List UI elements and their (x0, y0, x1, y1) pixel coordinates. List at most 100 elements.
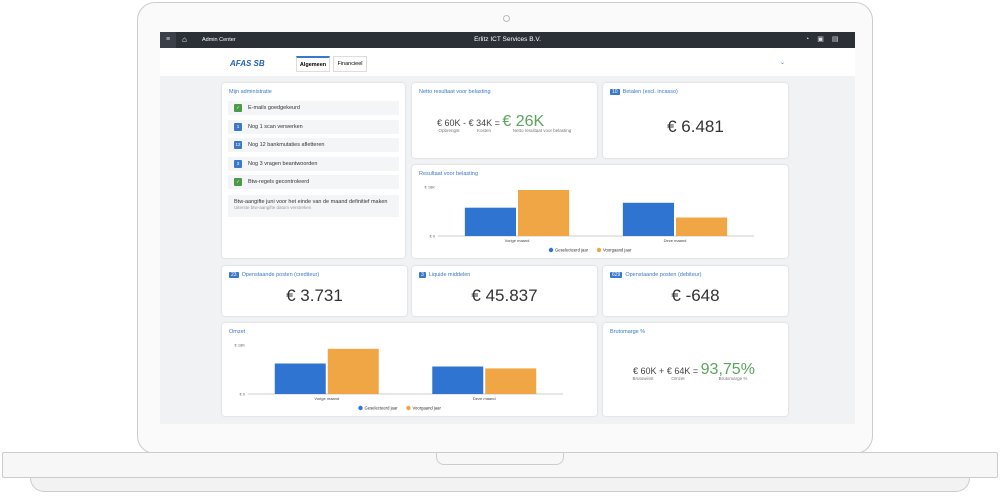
kpi-card: 23 Openstaande posten (crediteur) € 3.731 (222, 266, 407, 316)
op: = (692, 366, 699, 376)
netto-card: Netto resultaat voor belasting € 60K - €… (412, 83, 597, 158)
legend-label: Geselecteerd jaar (365, 406, 399, 411)
result: 93,75% (700, 361, 755, 378)
item-icon: 3 (234, 159, 242, 168)
x-tick-label: Vorige maand (505, 238, 530, 243)
y-tick-label: € 0 (429, 234, 435, 239)
bar (622, 202, 674, 236)
badge: 629 (610, 272, 623, 278)
legend-marker (596, 247, 602, 253)
legend-marker (358, 405, 363, 411)
item-text: Nog 12 bankmutaties afletteren (248, 142, 325, 148)
item-text: E-mails goedgekeurd (248, 105, 300, 111)
kpi-card: 629 Openstaande posten (debiteur) € -648 (603, 266, 788, 316)
item-text: Btw-regels gecontroleerd (248, 179, 310, 185)
item-text: Nog 1 scan verwerken (248, 123, 303, 130)
legend-marker (406, 405, 411, 411)
laptop-base (2, 452, 998, 478)
admin-card: Mijn administratie ✓ E-mails goedgekeurd 1… (222, 83, 405, 258)
tab[interactable]: Financieel (333, 56, 367, 72)
equation: € 60K + € 64K = 93,75% (633, 361, 755, 379)
header (160, 48, 855, 76)
title: Betalen (excl. incasso) (622, 89, 678, 95)
card-title: Omzet (229, 329, 246, 335)
task-text: Btw-aangifte juni voor het einde van de … (234, 199, 388, 205)
x-tick-label: Deze maand (473, 396, 496, 401)
amount: € 64K (666, 366, 691, 376)
kpi-value: € 45.837 (471, 286, 538, 305)
op: = (494, 118, 500, 128)
top-icons[interactable]: ◔▣▤ (805, 36, 847, 43)
bruto-card: Brutomarge % € 60K + € 64K = 93,75% Brut… (603, 323, 788, 416)
item-icon: ✓ (234, 178, 242, 186)
badge: 23 (229, 272, 239, 278)
card-title: 10 Betalen (excl. incasso) (610, 89, 678, 95)
menu-icon[interactable]: ≡ (160, 32, 176, 48)
chart-card: Omzet € 0 € 18K Vorige maand Deze maand Gese… (222, 323, 597, 416)
label: Brutowinst (632, 376, 654, 381)
y-tick-label: € 18K (425, 185, 436, 190)
badge: 3 (419, 272, 426, 278)
card-title: Brutomarge % (610, 329, 646, 335)
card-title: Netto resultaat voor belasting (419, 89, 491, 95)
tab[interactable]: Algemeen (296, 56, 330, 72)
topbar (160, 32, 855, 48)
legend-label: Voorgaand jaar (603, 248, 632, 253)
card-title: 3 Liquide middelen (419, 272, 470, 278)
badge: 10 (610, 89, 620, 95)
laptop-foot (30, 478, 970, 492)
x-tick-label: Vorige maand (314, 396, 339, 401)
task-sub: Uiterste btw-aangifte datum verstreken (234, 205, 312, 210)
legend-label: Voorgaand jaar (413, 406, 442, 411)
item-icon: ✓ (234, 104, 242, 112)
bar (485, 368, 537, 394)
card-title: Resultaat voor belasting (419, 171, 479, 177)
amount: € 60K (633, 366, 657, 376)
title: Openstaande posten (crediteur) (241, 272, 320, 278)
y-tick-label: € 0 (239, 392, 245, 397)
item-icon: 1 (234, 122, 242, 131)
screen: ≡ ⌂ Admin Center Erlitz ICT Services B.V… (160, 32, 855, 424)
bar (464, 207, 516, 236)
collapse[interactable]: ⌄ (780, 60, 786, 66)
bar (327, 348, 379, 394)
label: Kosten (476, 128, 491, 133)
amount: € 60K (437, 118, 461, 128)
equation: € 60K - € 34K = € 26K (437, 113, 544, 131)
bar (432, 366, 484, 394)
label: Opbrengst (438, 128, 460, 133)
item-icon: 12 (234, 141, 242, 149)
todo-item[interactable]: ✓ E-mails goedgekeurd (228, 101, 399, 115)
bar (274, 363, 326, 394)
label: Netto resultaat voor belasting (512, 128, 572, 133)
title: Liquide middelen (428, 272, 471, 278)
bar (676, 217, 728, 236)
chart-card: Resultaat voor belasting € 0 € 18K Vorige … (412, 165, 788, 258)
result: € 26K (502, 113, 545, 130)
company[interactable]: Erlitz ICT Services B.V. (474, 36, 541, 43)
x-tick-label: Deze maand (664, 238, 687, 243)
todo-item[interactable]: 1 Nog 1 scan verwerken (228, 119, 399, 134)
notch (436, 453, 564, 465)
amount: € 34K (468, 118, 493, 128)
app-name: Admin Center (202, 37, 236, 43)
label: Brutomarge % (718, 376, 748, 381)
camera (503, 15, 510, 22)
logo: AFAS SB (230, 59, 265, 68)
chart: € 0 € 18K Vorige maand Deze maand Geselectee… (425, 185, 754, 253)
item-text: Nog 3 vragen beantwoorden (248, 160, 318, 167)
y-tick-label: € 18K (235, 343, 246, 348)
todo-item[interactable]: 3 Nog 3 vragen beantwoorden (228, 156, 399, 171)
title: Openstaande posten (debiteur) (625, 272, 702, 278)
task[interactable]: Btw-aangifte juni voor het einde van de … (228, 195, 399, 217)
todo-item[interactable]: ✓ Btw-regels gecontroleerd (228, 175, 399, 189)
legend-marker (548, 247, 554, 253)
kpi-value: € 3.731 (286, 286, 343, 305)
kpi-card: 10 Betalen (excl. incasso) € 6.481 (603, 83, 788, 158)
home-icon[interactable]: ⌂ (182, 35, 187, 44)
card-title: 23 Openstaande posten (crediteur) (229, 272, 319, 278)
kpi-value: € -648 (671, 286, 720, 305)
legend-label: Geselecteerd jaar (555, 248, 589, 253)
todo-item[interactable]: 12 Nog 12 bankmutaties afletteren (228, 138, 399, 152)
